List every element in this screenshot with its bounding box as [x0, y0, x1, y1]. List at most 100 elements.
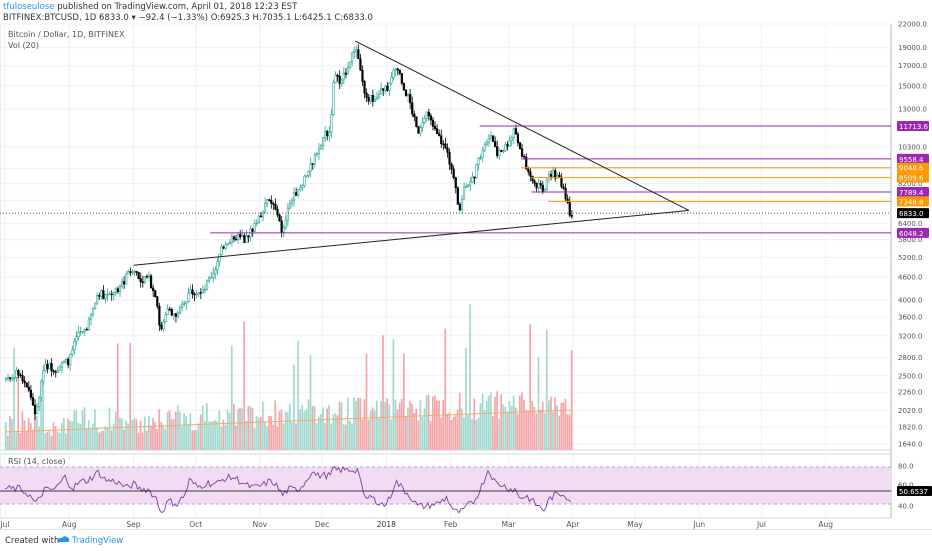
volume-bar: [274, 400, 277, 450]
candle-body: [442, 143, 445, 145]
candle-body: [44, 363, 47, 371]
volume-bar: [216, 421, 219, 450]
volume-bar: [419, 400, 422, 450]
candle-body: [392, 70, 395, 78]
volume-bar: [504, 406, 507, 450]
candle-body: [311, 163, 314, 165]
price-chart[interactable]: Jul Aug Sep Oct Nov Dec 2018 Feb Mar Apr May Jun Jul…: [0, 0, 932, 530]
high-value: 7035.1: [261, 13, 292, 23]
author-link[interactable]: tfuloseulose: [3, 2, 55, 12]
candle-body: [417, 126, 420, 134]
volume-bar: [388, 404, 391, 450]
candle-body: [570, 214, 573, 217]
candle-body: [388, 82, 391, 91]
price-tick-label: 15000.0: [898, 82, 927, 90]
volume-bar: [378, 417, 380, 450]
price-level-tag: [897, 227, 929, 238]
volume-bar: [293, 364, 295, 450]
price-level-tag: [897, 172, 929, 183]
volume-bar: [174, 411, 177, 450]
candle-body: [60, 362, 64, 368]
volume-bar: [485, 400, 488, 450]
volume-bar: [187, 423, 190, 450]
volume-bar: [328, 404, 330, 450]
candle-body: [292, 192, 296, 201]
candle-body: [556, 174, 559, 179]
volume-bar: [423, 408, 426, 450]
candle-body: [396, 68, 399, 71]
candle-body: [467, 184, 470, 187]
volume-bar: [31, 429, 34, 450]
volume-bar: [17, 370, 20, 450]
volume-bar: [177, 405, 179, 450]
volume-bar: [564, 398, 567, 450]
volume-bar: [409, 400, 411, 450]
candle-body: [402, 82, 406, 91]
price-tick-label: 2500.0: [898, 372, 923, 380]
time-tick-label: May: [627, 520, 643, 529]
candle-body: [380, 88, 383, 95]
candle-body: [336, 74, 339, 77]
candle-body: [208, 277, 211, 281]
candle-body: [160, 324, 163, 330]
volume-bar: [160, 421, 163, 450]
candle-body: [187, 292, 190, 302]
candle-body: [404, 89, 408, 96]
candle-body: [299, 187, 302, 190]
candle-body: [419, 127, 422, 134]
volume-bar: [9, 415, 11, 450]
series-legend: Bitcoin / Dollar, 1D, BITFINEX: [8, 30, 125, 39]
volume-bar: [291, 422, 293, 450]
candle-body: [243, 235, 246, 243]
tradingview-link[interactable]: TradingView: [72, 536, 124, 546]
volume-bar: [218, 410, 221, 450]
candle-body: [143, 276, 146, 283]
symbol-label: BITFINEX:BTCUSD, 1D: [3, 13, 97, 23]
candle-body: [170, 309, 173, 316]
price-tick-label: 6400.0: [898, 220, 923, 228]
volume-bar: [448, 412, 451, 450]
candle-body: [564, 188, 567, 200]
candle-body: [112, 292, 115, 295]
price-level-label: 6833.0: [899, 210, 924, 218]
candle-body: [504, 144, 507, 152]
candle-body: [456, 187, 459, 205]
footer-bar: Created with TradingView: [0, 529, 932, 551]
volume-bar: [183, 413, 185, 450]
price-tick-label: 3600.0: [898, 313, 923, 321]
volume-bar: [11, 418, 13, 450]
volume-bar: [15, 432, 18, 450]
volume-legend: Vol (20): [8, 41, 39, 50]
candle-body: [181, 303, 184, 308]
volume-bar: [5, 422, 7, 450]
candle-body: [444, 143, 447, 149]
volume-bar: [164, 428, 167, 450]
candle-body: [125, 273, 128, 285]
candle-body: [460, 198, 464, 211]
candle-body: [552, 170, 555, 177]
candle-body: [286, 207, 289, 221]
volume-bar: [19, 433, 22, 450]
candle-body: [147, 275, 151, 277]
volume-bar: [340, 402, 343, 450]
candle-body: [31, 397, 35, 406]
volume-bar: [48, 429, 51, 450]
volume-bar: [556, 404, 558, 450]
volume-bar: [363, 399, 366, 450]
candle-body: [156, 296, 159, 307]
price-level-label: 9048.6: [899, 165, 924, 173]
volume-bar: [129, 342, 132, 450]
candle-body: [259, 215, 263, 218]
volume-bar: [191, 430, 194, 450]
volume-bar: [456, 409, 459, 450]
candle-body: [54, 371, 57, 373]
volume-bar: [492, 415, 494, 450]
volume-bar: [253, 428, 256, 450]
volume-bar: [382, 335, 384, 450]
volume-bar: [521, 392, 523, 450]
candle-body: [89, 314, 93, 320]
candle-body: [523, 155, 526, 158]
candle-body: [384, 85, 387, 91]
candle-body: [558, 174, 561, 178]
candle-body: [487, 137, 491, 143]
